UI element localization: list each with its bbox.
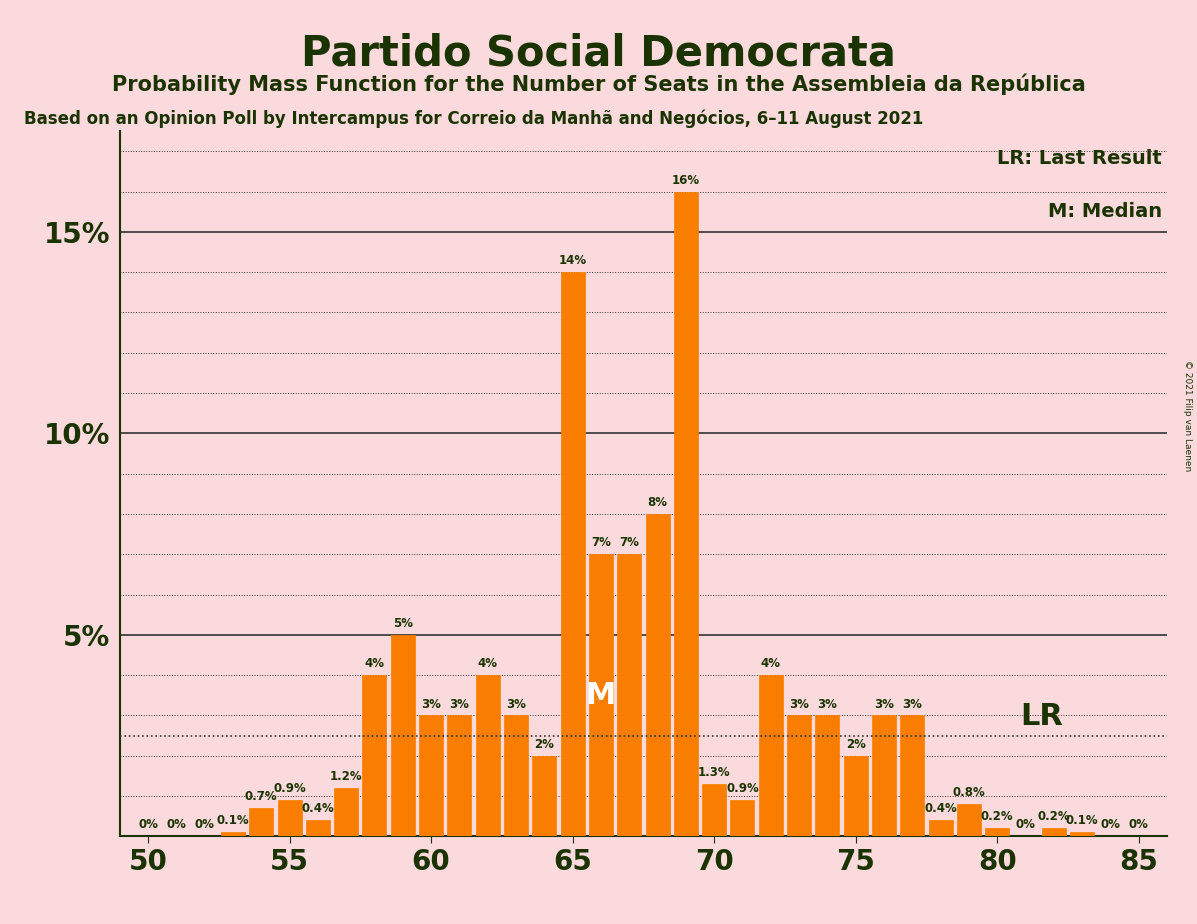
Bar [305,821,330,836]
Bar [703,784,727,836]
Text: 0.2%: 0.2% [1038,810,1070,823]
Bar [334,788,358,836]
Text: 3%: 3% [903,698,922,711]
Text: 0%: 0% [1015,819,1035,832]
Text: 2%: 2% [534,737,554,751]
Text: 0%: 0% [1129,819,1149,832]
Bar [448,715,472,836]
Text: 0.2%: 0.2% [980,810,1014,823]
Text: 1.2%: 1.2% [330,770,363,783]
Bar [985,828,1009,836]
Text: 0%: 0% [138,819,158,832]
Bar [419,715,443,836]
Text: 0%: 0% [195,819,214,832]
Bar [390,635,415,836]
Text: M: Median: M: Median [1047,201,1162,221]
Bar [815,715,839,836]
Bar [956,804,982,836]
Text: 0.7%: 0.7% [245,790,278,803]
Text: 8%: 8% [648,496,668,509]
Bar [759,675,783,836]
Text: 4%: 4% [761,657,780,670]
Text: LR: LR [1020,702,1063,732]
Text: 3%: 3% [421,698,440,711]
Text: 7%: 7% [619,536,639,550]
Text: 4%: 4% [364,657,384,670]
Text: 3%: 3% [449,698,469,711]
Bar [475,675,499,836]
Bar [249,808,273,836]
Text: M: M [585,681,616,710]
Bar [589,554,613,836]
Bar [871,715,897,836]
Text: Probability Mass Function for the Number of Seats in the Assembleia da República: Probability Mass Function for the Number… [111,74,1086,95]
Bar [1041,828,1065,836]
Bar [278,800,302,836]
Text: 0.4%: 0.4% [302,802,334,815]
Text: 16%: 16% [672,174,700,187]
Text: LR: Last Result: LR: Last Result [997,149,1162,168]
Bar [560,273,584,836]
Bar [844,756,868,836]
Bar [1070,833,1094,836]
Text: 0.9%: 0.9% [273,782,306,796]
Bar [618,554,642,836]
Bar [533,756,557,836]
Text: 3%: 3% [506,698,525,711]
Text: 0%: 0% [1100,819,1120,832]
Bar [929,821,953,836]
Text: 1.3%: 1.3% [698,766,730,779]
Bar [788,715,812,836]
Text: 0.1%: 0.1% [1065,814,1099,827]
Bar [730,800,754,836]
Text: 0.1%: 0.1% [217,814,249,827]
Bar [221,833,245,836]
Text: 7%: 7% [591,536,610,550]
Text: 0%: 0% [166,819,187,832]
Bar [900,715,924,836]
Bar [674,191,698,836]
Text: 0.8%: 0.8% [953,786,985,799]
Text: Partido Social Democrata: Partido Social Democrata [302,32,895,74]
Text: 5%: 5% [393,617,413,630]
Bar [363,675,387,836]
Text: 14%: 14% [559,254,587,267]
Text: 0.4%: 0.4% [924,802,956,815]
Text: 3%: 3% [874,698,894,711]
Text: 2%: 2% [846,737,865,751]
Text: Based on an Opinion Poll by Intercampus for Correio da Manhã and Negócios, 6–11 : Based on an Opinion Poll by Intercampus … [24,109,923,128]
Text: © 2021 Filip van Laenen: © 2021 Filip van Laenen [1183,360,1192,471]
Bar [645,514,669,836]
Text: 3%: 3% [789,698,809,711]
Text: 3%: 3% [818,698,838,711]
Text: 0.9%: 0.9% [727,782,759,796]
Text: 4%: 4% [478,657,498,670]
Bar [504,715,528,836]
